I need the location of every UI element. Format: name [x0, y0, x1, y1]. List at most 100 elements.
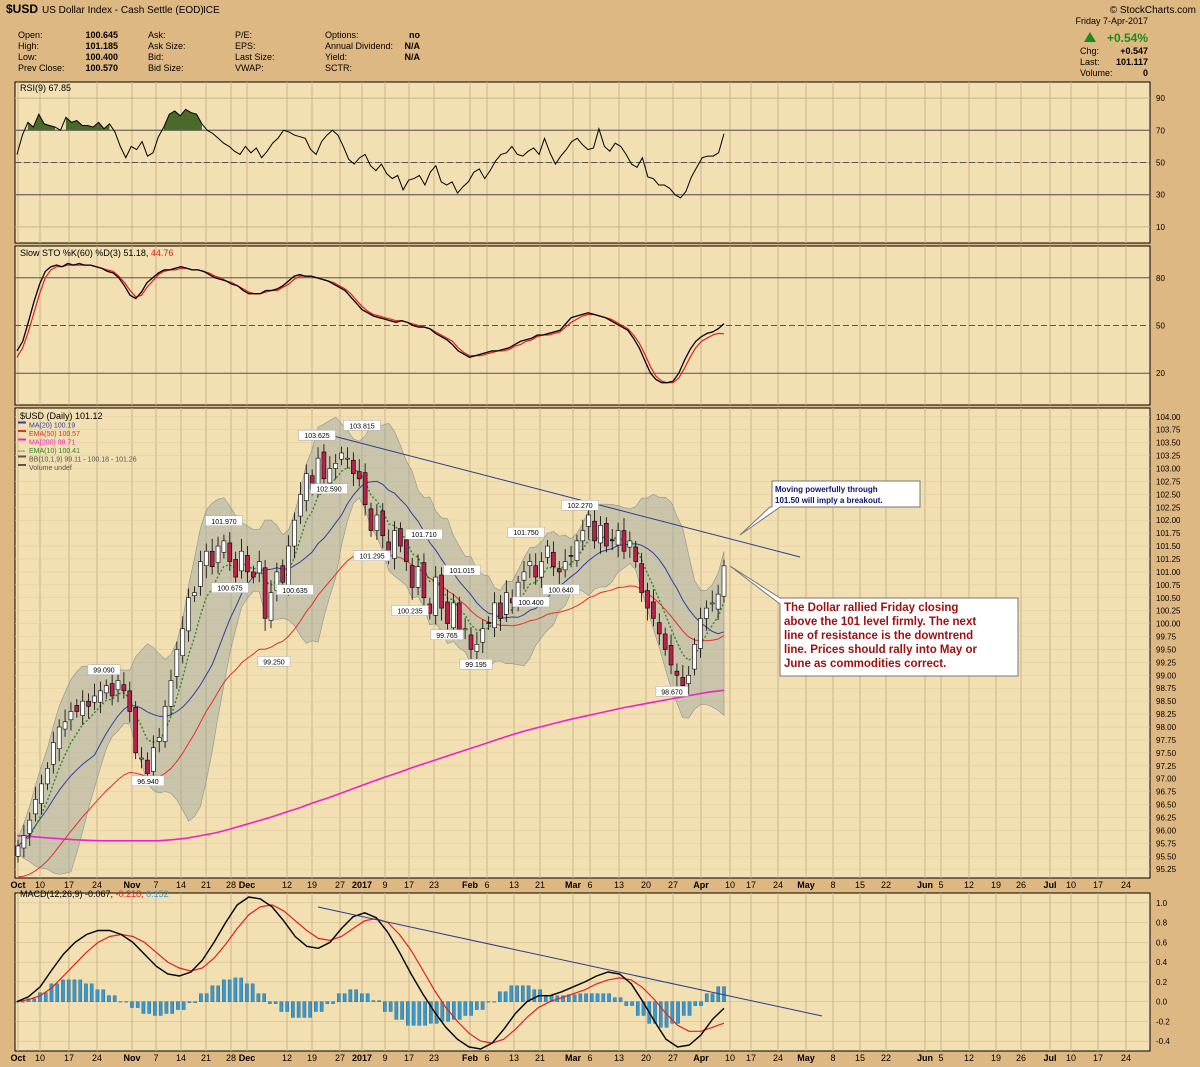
candle-body: [168, 680, 174, 707]
quote-label: VWAP:: [235, 63, 264, 73]
x-tick-label: 24: [773, 1053, 783, 1063]
price-tick-label: 100.00: [1156, 620, 1181, 629]
macd-histogram-bar: [95, 989, 100, 1002]
candle-body: [403, 539, 409, 562]
candle-body: [321, 451, 327, 480]
x-tick-label: 23: [429, 880, 439, 890]
macd-histogram-bar: [699, 1001, 703, 1006]
macd-histogram-bar: [193, 1001, 197, 1003]
macd-histogram-bar: [38, 992, 42, 1002]
legend-swatch: [18, 430, 26, 432]
candle-body: [145, 759, 150, 774]
chart-exchange: ICE: [203, 5, 220, 16]
candle-body: [327, 468, 333, 484]
candle-body: [286, 545, 291, 587]
x-tick-label: 17: [404, 880, 414, 890]
candle-body: [521, 571, 527, 581]
price-tick-label: 99.25: [1156, 658, 1177, 667]
candle-body: [198, 561, 203, 587]
candle-body: [574, 540, 580, 561]
candle-body: [62, 721, 68, 730]
price-annotation-box: [87, 664, 121, 675]
quote-value: 100.570: [85, 63, 118, 73]
x-tick-label: Oct: [10, 880, 25, 890]
x-tick-label: 17: [404, 1053, 414, 1063]
candle-body: [562, 561, 568, 571]
x-tick-label: 27: [335, 880, 345, 890]
macd-histogram-bar: [521, 985, 525, 1002]
quote-label: Chg:: [1080, 46, 1099, 56]
candle-body: [415, 566, 421, 588]
macd-histogram-bar: [486, 1001, 491, 1003]
price-annotation: 99.765: [436, 633, 458, 640]
x-tick-label: 17: [746, 880, 756, 890]
macd-histogram-bar: [388, 1001, 393, 1012]
candle-body: [356, 471, 362, 480]
price-annotation: 100.400: [518, 600, 543, 607]
price-annotation-box: [205, 515, 243, 527]
candle-body: [698, 618, 703, 649]
price-legend: BB(10,1,9) 99.11 - 100.18 - 101.26: [29, 457, 137, 464]
note1-text: 101.50 will imply a breakout.: [775, 496, 883, 505]
macd-histogram-bar: [66, 979, 71, 1002]
macd-histogram-bar: [308, 1001, 312, 1018]
price-annotation: 101.710: [411, 532, 436, 539]
price-annotation: 99.250: [263, 659, 285, 666]
x-tick-label: 24: [773, 880, 783, 890]
price-tick-label: 99.00: [1156, 671, 1177, 680]
macd-histogram-bar: [55, 983, 60, 1002]
candle-body: [209, 550, 215, 568]
candle-body: [186, 597, 191, 632]
legend-swatch: [18, 464, 26, 466]
macd-histogram-bar: [164, 1001, 169, 1014]
candle-body: [380, 510, 386, 537]
price-annotation-box: [310, 483, 348, 494]
candle-body: [592, 520, 597, 542]
macd-histogram-bar: [89, 983, 94, 1002]
x-tick-label: 27: [668, 880, 678, 890]
note2-text: line of resistance is the downtrend: [784, 630, 973, 642]
bollinger-band: [17, 416, 725, 875]
rsi-overbought-fill: [163, 109, 202, 131]
candle-body: [486, 622, 491, 624]
macd-histogram-bar: [153, 1001, 157, 1016]
candle-body: [527, 561, 533, 567]
macd-histogram-bar: [61, 979, 65, 1002]
quote-block: Open: 100.645 High: 101.185 Low: 100.400 Prev …: [18, 16, 1148, 78]
x-tick-label: Jul: [1043, 880, 1056, 890]
x-tick-label: 24: [1121, 1053, 1131, 1063]
x-tick-label: 13: [614, 1053, 624, 1063]
macd-histogram-bar: [423, 1001, 427, 1026]
candle-body: [709, 602, 715, 605]
x-tick-label: 17: [1093, 880, 1103, 890]
macd-histogram-bar: [515, 985, 519, 1002]
watermark: © StockCharts.com: [1110, 5, 1196, 16]
candle-body: [651, 601, 656, 619]
candle-body: [227, 542, 233, 562]
macd-histogram-bar: [469, 1001, 473, 1016]
x-tick-label: 24: [1121, 880, 1131, 890]
macd-histogram-bar: [411, 1001, 416, 1026]
price-legend: MA(200) 98.71: [29, 440, 75, 447]
macd-histogram-bar: [273, 1001, 278, 1004]
x-tick-label: Apr: [693, 1053, 709, 1063]
x-tick-label: 8: [830, 1053, 835, 1063]
price-tick-label: 98.25: [1156, 710, 1177, 719]
price-legend: Volume undef: [29, 465, 72, 472]
candle-body: [98, 690, 103, 703]
macd-histogram-bar: [544, 995, 548, 1002]
candle-body: [268, 592, 274, 621]
quote-label: Options:: [325, 30, 359, 40]
price-tick-label: 97.00: [1156, 775, 1177, 784]
x-tick-label: 12: [282, 880, 292, 890]
macd-histogram-bar: [498, 991, 502, 1002]
candle-body: [21, 835, 27, 849]
candle-body: [456, 602, 462, 635]
candle-body: [498, 602, 503, 619]
candle-body: [639, 563, 644, 593]
note1-callout: [739, 480, 921, 536]
candle-body: [645, 590, 650, 609]
x-tick-label: 26: [1016, 880, 1026, 890]
price-annotation-box: [443, 564, 481, 576]
price-tick-label: 102.25: [1156, 503, 1181, 512]
